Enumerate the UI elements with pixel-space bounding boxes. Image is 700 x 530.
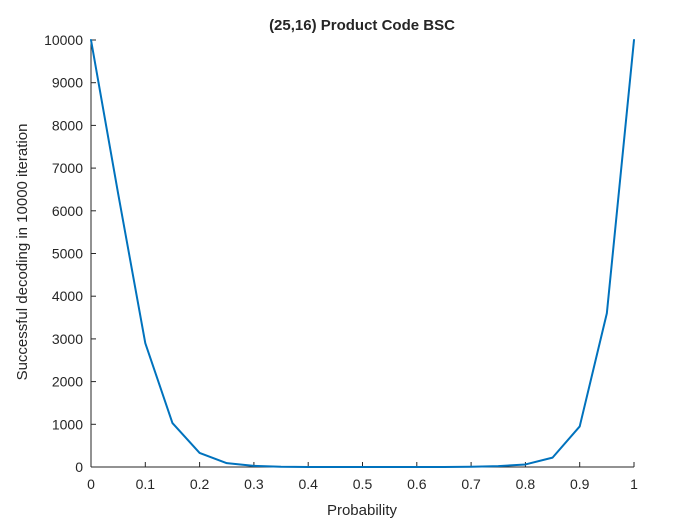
x-tick-label: 0.9 bbox=[570, 476, 590, 492]
y-tick-label: 1000 bbox=[52, 416, 83, 432]
x-tick-label: 0.5 bbox=[353, 476, 373, 492]
y-axis-label: Successful decoding in 10000 iteration bbox=[14, 124, 31, 381]
x-tick-label: 1 bbox=[630, 476, 638, 492]
x-axis-label: Probability bbox=[327, 502, 398, 519]
x-tick-label: 0.1 bbox=[136, 476, 156, 492]
x-tick-label: 0.6 bbox=[407, 476, 427, 492]
x-tick-label: 0.4 bbox=[298, 476, 318, 492]
chart-title: (25,16) Product Code BSC bbox=[269, 17, 455, 34]
y-tick-label: 5000 bbox=[52, 246, 83, 262]
y-tick-label: 3000 bbox=[52, 331, 83, 347]
y-tick-label: 7000 bbox=[52, 160, 83, 176]
x-tick-label: 0.7 bbox=[461, 476, 481, 492]
x-tick-label: 0.2 bbox=[190, 476, 210, 492]
y-tick-label: 0 bbox=[75, 459, 83, 475]
x-tick-label: 0 bbox=[87, 476, 95, 492]
y-tick-label: 8000 bbox=[52, 117, 83, 133]
y-tick-label: 4000 bbox=[52, 288, 83, 304]
y-tick-label: 2000 bbox=[52, 374, 83, 390]
y-tick-label: 6000 bbox=[52, 203, 83, 219]
x-tick-label: 0.3 bbox=[244, 476, 264, 492]
y-tick-label: 10000 bbox=[44, 32, 83, 48]
x-tick-label: 0.8 bbox=[516, 476, 536, 492]
y-tick-label: 9000 bbox=[52, 75, 83, 91]
